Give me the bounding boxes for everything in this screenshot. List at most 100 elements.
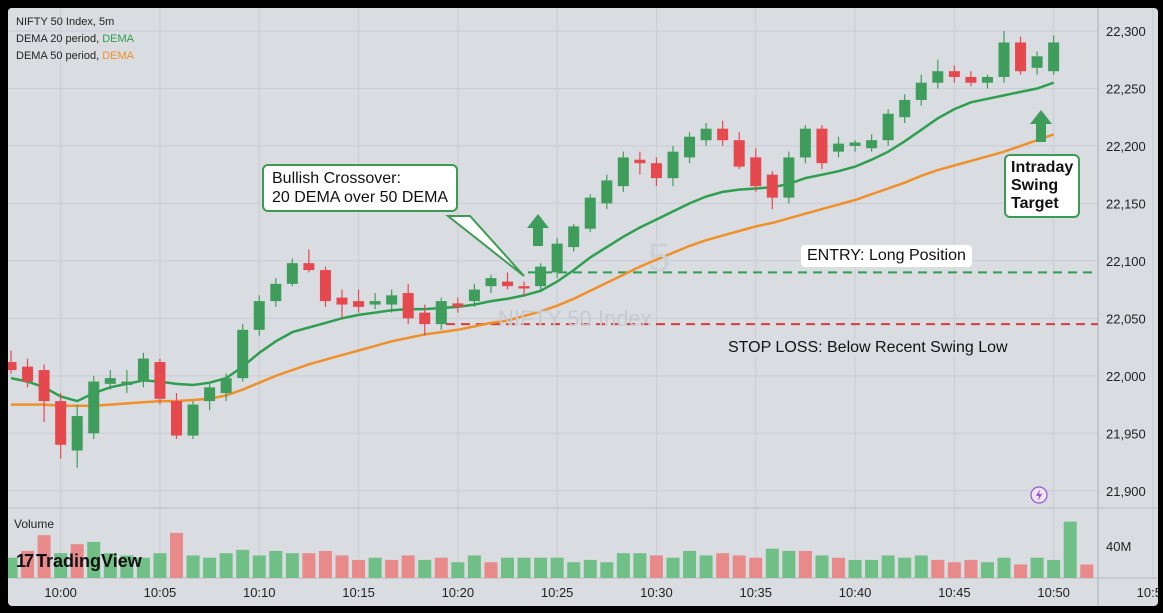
candle-body bbox=[353, 301, 365, 307]
x-tick-label: 10:25 bbox=[541, 585, 574, 600]
volume-bar bbox=[848, 559, 862, 578]
candle-body bbox=[1031, 56, 1043, 68]
x-tick-label: 10:00 bbox=[44, 585, 77, 600]
candle-body bbox=[88, 381, 100, 434]
candle-body bbox=[866, 140, 878, 149]
volume-bar bbox=[798, 550, 812, 578]
volume-bar bbox=[666, 557, 680, 578]
volume-bar bbox=[881, 555, 895, 578]
watermark-interval: 5 bbox=[648, 236, 671, 280]
crossover-line2: 20 DEMA over 50 DEMA bbox=[272, 189, 449, 206]
candle-body bbox=[998, 42, 1010, 77]
tradingview-logo-icon: 17 bbox=[16, 551, 34, 571]
volume-bar bbox=[352, 559, 366, 578]
candle-body bbox=[965, 76, 977, 83]
candle-body bbox=[601, 180, 613, 204]
candle-body bbox=[617, 157, 629, 187]
volume-bar bbox=[269, 550, 283, 578]
candle-body bbox=[833, 143, 844, 152]
candle-body bbox=[700, 128, 712, 141]
x-tick-label: 10:55 bbox=[1137, 585, 1158, 600]
x-tick-label: 10:30 bbox=[640, 585, 673, 600]
volume-bar bbox=[318, 550, 332, 578]
volume-bar bbox=[749, 557, 763, 578]
candle-body bbox=[518, 286, 530, 289]
volume-bar bbox=[501, 557, 514, 578]
volume-bar bbox=[1063, 521, 1077, 578]
candle-body bbox=[452, 303, 464, 307]
volume-bar bbox=[815, 555, 829, 578]
volume-bar bbox=[931, 559, 945, 578]
candle-body bbox=[667, 151, 679, 179]
candle-body bbox=[915, 82, 927, 100]
plot-area bbox=[8, 8, 1098, 578]
volume-bar bbox=[451, 562, 465, 578]
volume-bar bbox=[517, 557, 531, 578]
candle-body bbox=[932, 71, 944, 83]
volume-bar bbox=[368, 557, 382, 578]
candle-body bbox=[468, 289, 480, 302]
target-line1: Intraday bbox=[1011, 159, 1074, 176]
candle-body bbox=[8, 362, 17, 371]
legend-dema50: DEMA 50 period, DEMA bbox=[16, 50, 134, 62]
candle-body bbox=[220, 378, 232, 394]
candlestick-chart: 22,300 22,250 22,200 22,150 22,100 22,050 22,0… bbox=[8, 8, 1158, 606]
entry-label: ENTRY: Long Position bbox=[801, 245, 972, 267]
volume-bar bbox=[37, 535, 51, 578]
candle-body bbox=[650, 163, 662, 179]
candle-body bbox=[38, 370, 50, 402]
volume-bar bbox=[236, 549, 250, 578]
volume-bar bbox=[865, 559, 879, 578]
candle-body bbox=[551, 243, 563, 273]
crossover-line1: Bullish Crossover: bbox=[272, 170, 401, 187]
stop-loss-label: STOP LOSS: Below Recent Swing Low bbox=[724, 339, 1012, 357]
candle-body bbox=[485, 278, 497, 287]
dema50-line bbox=[11, 133, 1055, 407]
volume-bar bbox=[534, 557, 548, 578]
volume-bar bbox=[21, 550, 35, 578]
volume-bar bbox=[616, 553, 630, 578]
volume-bar bbox=[633, 553, 647, 578]
candle-body bbox=[535, 266, 547, 287]
candle-body bbox=[816, 128, 828, 164]
volume-bar bbox=[8, 557, 18, 578]
volume-label: Volume bbox=[14, 517, 55, 531]
candle-body bbox=[882, 113, 894, 141]
volume-bar bbox=[87, 541, 101, 578]
x-tick-label: 10:35 bbox=[739, 585, 772, 600]
volume-bar bbox=[136, 557, 150, 578]
entry-up-arrow-icon bbox=[527, 214, 549, 246]
legend-dema20: DEMA 20 period, DEMA bbox=[16, 33, 134, 45]
volume-bar bbox=[70, 544, 84, 578]
crossover-pointer bbox=[445, 215, 525, 277]
x-tick-label: 10:05 bbox=[144, 585, 177, 600]
x-tick-label: 10:10 bbox=[243, 585, 276, 600]
volume-bar bbox=[302, 553, 316, 578]
candle-body bbox=[849, 142, 861, 146]
candle-body bbox=[899, 99, 911, 118]
y-tick-label: 22,000 bbox=[1106, 369, 1146, 384]
candle-body bbox=[270, 283, 282, 302]
target-line2: Swing bbox=[1011, 177, 1059, 194]
x-tick-label: 10:45 bbox=[938, 585, 971, 600]
candle-body bbox=[319, 270, 331, 302]
volume-bar bbox=[567, 562, 581, 578]
volume-bar bbox=[1014, 564, 1028, 578]
volume-bar bbox=[997, 557, 1011, 578]
volume-bar bbox=[716, 553, 730, 578]
volume-bar bbox=[484, 562, 498, 578]
candle-body bbox=[187, 404, 199, 436]
volume-axis-label: 40M bbox=[1106, 539, 1131, 554]
volume-bar bbox=[649, 555, 663, 578]
chart-legend: NIFTY 50 Index, 5m DEMA 20 period, DEMA … bbox=[16, 14, 134, 65]
candle-body bbox=[1015, 42, 1027, 72]
volume-bar bbox=[120, 555, 134, 578]
tradingview-logo-text: TradingView bbox=[36, 551, 142, 571]
volume-bar bbox=[54, 553, 68, 578]
volume-bar bbox=[170, 532, 183, 578]
volume-bar bbox=[1080, 564, 1094, 578]
candle-body bbox=[286, 263, 298, 284]
candle-body bbox=[154, 362, 166, 399]
candle-body bbox=[733, 140, 745, 167]
candle-body bbox=[137, 358, 149, 382]
